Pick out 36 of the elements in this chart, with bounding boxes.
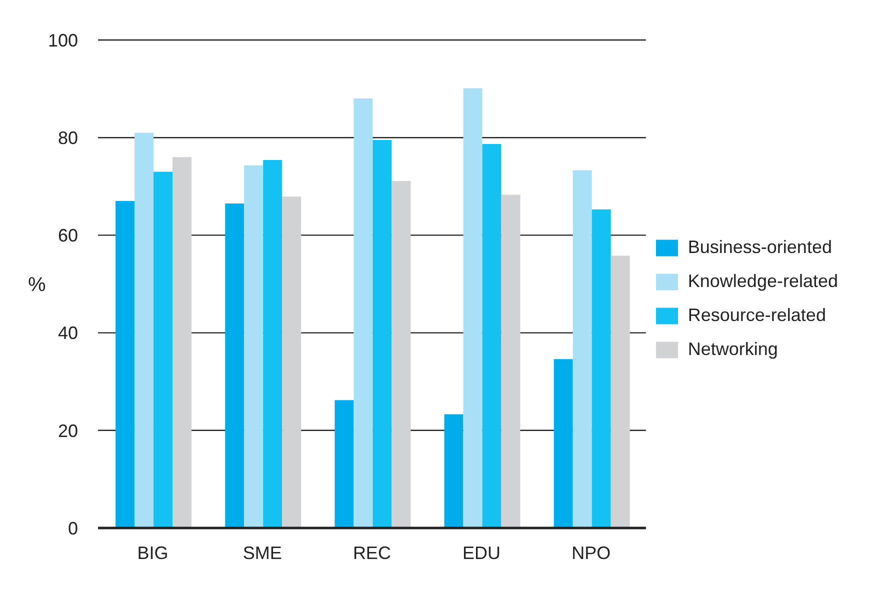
bar — [263, 160, 282, 528]
x-tick-label: SME — [242, 542, 282, 563]
bar — [334, 400, 354, 528]
bar — [134, 132, 154, 528]
y-tick-label: 20 — [58, 420, 78, 441]
bar — [501, 194, 520, 528]
y-tick-label: 40 — [58, 323, 78, 344]
x-tick-label: REC — [352, 542, 391, 563]
legend-label: Resource-related — [688, 305, 826, 325]
x-tick-label: NPO — [572, 542, 611, 563]
bar — [354, 98, 373, 528]
x-tick-label: BIG — [137, 542, 168, 563]
bar — [392, 181, 411, 528]
y-axis-title: % — [28, 274, 46, 296]
bar — [482, 144, 502, 528]
y-tick-label: 60 — [58, 226, 78, 246]
bar — [116, 201, 135, 528]
bar — [592, 209, 611, 528]
bar — [372, 140, 392, 528]
y-tick-label: 100 — [48, 30, 78, 50]
bar — [225, 203, 244, 528]
legend-label: Business-oriented — [688, 237, 832, 257]
x-tick-label: EDU — [462, 542, 501, 563]
y-tick-label: 80 — [58, 128, 78, 148]
bar — [154, 172, 173, 528]
bar — [172, 157, 192, 528]
bar — [244, 165, 264, 528]
bar — [572, 170, 592, 528]
legend-label: Knowledge-related — [688, 271, 838, 291]
bar — [554, 359, 573, 528]
bar — [463, 88, 482, 528]
bar — [282, 196, 302, 528]
y-tick-label: 0 — [68, 518, 78, 538]
bar — [444, 414, 464, 528]
bar — [610, 256, 630, 528]
legend-label: Networking — [688, 339, 778, 359]
